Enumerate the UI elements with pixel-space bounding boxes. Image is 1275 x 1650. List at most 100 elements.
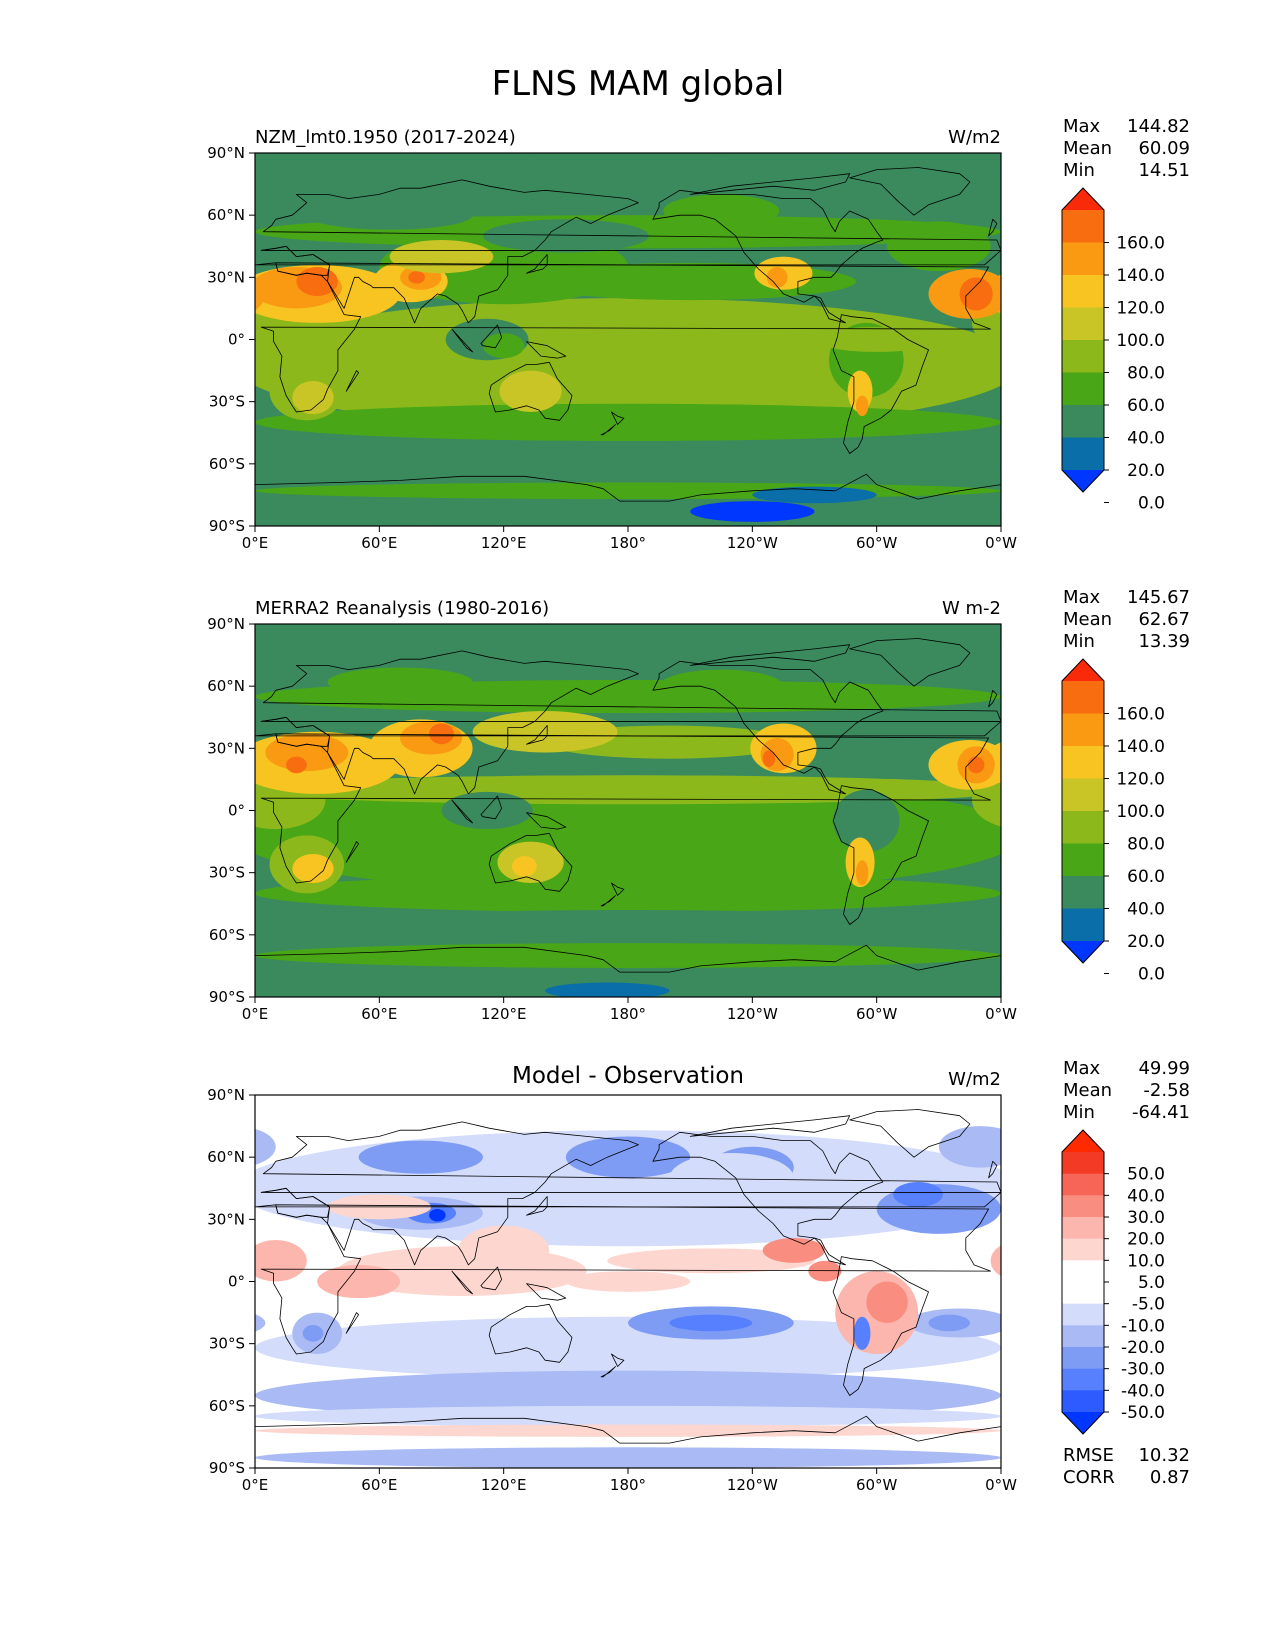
y-tick-label: 90°N — [207, 615, 245, 633]
colorbar-swatch — [1062, 843, 1104, 877]
colorbar-swatch — [1062, 1195, 1104, 1218]
contour-region — [980, 816, 1001, 854]
metric-label: RMSE — [1063, 1445, 1114, 1466]
colorbar-swatch — [1062, 876, 1104, 909]
colorbar: 50.040.030.020.010.05.0-5.0-10.0-20.0-30… — [1061, 1129, 1165, 1435]
x-tick-label: 60°E — [361, 534, 397, 552]
contour-region — [808, 1260, 842, 1282]
contour-region — [255, 1314, 266, 1332]
contour-region — [255, 1316, 1001, 1379]
colorbar-swatch — [1062, 405, 1104, 438]
contour-region — [255, 403, 1001, 442]
contour-region — [766, 266, 788, 288]
y-tick-label: 0° — [228, 802, 245, 820]
figure-title: FLNS MAM global — [492, 64, 785, 104]
contour-region — [967, 756, 985, 774]
contour-region — [669, 1314, 753, 1332]
colorbar-swatch — [1062, 1152, 1104, 1175]
colorbar-tick-label: 140.0 — [1116, 266, 1165, 286]
coastlines — [255, 638, 1001, 997]
colorbar: 160.0 140.0 120.0 100.0 80.0 60.0 40.0 20.0 0.0 — [1061, 658, 1165, 985]
coastline — [988, 689, 998, 708]
contour-region — [255, 153, 1001, 203]
colorbar-tick-label: 40.0 — [1127, 900, 1165, 920]
colorbar-swatch — [1062, 372, 1104, 406]
y-tick-label: 60°S — [209, 926, 245, 944]
colorbar-tick-label: 120.0 — [1116, 770, 1165, 790]
contour-region — [959, 277, 993, 311]
stat-label: Min — [1063, 631, 1095, 652]
colorbar-tick-label: -30.0 — [1121, 1360, 1165, 1380]
contour-region — [255, 298, 1001, 431]
coastline — [526, 254, 548, 274]
contour-region — [255, 943, 1001, 968]
coastline — [849, 638, 971, 687]
contour-region — [389, 240, 494, 274]
colorbar-swatch — [1062, 242, 1104, 276]
contour-region — [255, 1240, 307, 1282]
contour-region — [669, 1153, 794, 1203]
contour-region — [255, 874, 1001, 913]
coastline — [611, 882, 625, 896]
coastline — [260, 733, 991, 884]
contour-region — [286, 756, 307, 774]
x-tick-label: 120°W — [727, 534, 778, 552]
coastline — [600, 1366, 616, 1378]
colorbar-swatch — [1062, 1238, 1104, 1261]
coastline — [526, 1283, 567, 1301]
stat-value: -2.58 — [1143, 1080, 1190, 1101]
x-tick-label: 180° — [610, 1005, 646, 1023]
contour-region — [752, 486, 877, 504]
colorbar-extend-bottom — [1062, 470, 1104, 492]
contour-region — [472, 711, 618, 753]
colorbar-swatch — [1062, 1368, 1104, 1391]
colorbar-swatch — [1062, 1325, 1104, 1348]
contour-region — [690, 501, 815, 522]
contour-region — [296, 266, 338, 296]
stat-label: Mean — [1063, 609, 1112, 630]
y-tick-label: 90°S — [209, 517, 245, 535]
coastline — [255, 944, 1001, 997]
colorbar-tick-label: 40.0 — [1127, 1186, 1165, 1206]
stat-label: Max — [1063, 587, 1101, 608]
colorbar: 160.0 140.0 120.0 100.0 80.0 60.0 40.0 20.0 0.0 — [1061, 187, 1165, 514]
stat-label: Min — [1063, 1102, 1095, 1123]
contour-region — [482, 219, 649, 253]
coastline — [652, 660, 884, 795]
colorbar-extend-top — [1062, 188, 1104, 210]
x-tick-label: 0°W — [985, 534, 1017, 552]
units-label: W/m2 — [948, 1069, 1001, 1090]
stat-value: 14.51 — [1138, 160, 1190, 181]
coastline — [488, 361, 573, 421]
contour-region — [441, 791, 533, 830]
colorbar-swatch — [1062, 908, 1104, 942]
x-tick-label: 180° — [610, 1476, 646, 1494]
colorbar-tick-label: 120.0 — [1116, 299, 1165, 319]
colorbar-tick-label: 60.0 — [1127, 867, 1165, 887]
y-tick-label: 30°N — [207, 739, 245, 757]
stat-value: 49.99 — [1138, 1058, 1190, 1079]
stat-label: Max — [1063, 1058, 1101, 1079]
coastline — [480, 324, 503, 349]
contour-region — [255, 909, 1001, 952]
y-tick-label: 0° — [228, 331, 245, 349]
contour-region — [659, 669, 784, 703]
contour-region — [327, 667, 473, 697]
stat-value: 144.82 — [1127, 116, 1190, 137]
stat-value: 13.39 — [1138, 631, 1190, 652]
contour-region — [255, 748, 266, 782]
colorbar-tick-label: -5.0 — [1132, 1295, 1165, 1315]
colorbar-swatch — [1062, 713, 1104, 747]
colorbar-swatch — [1062, 746, 1104, 779]
stat-value: 60.09 — [1138, 138, 1190, 159]
contour-region — [833, 789, 900, 852]
y-tick-label: 90°N — [207, 144, 245, 162]
contour-region — [255, 494, 1001, 526]
coastline — [611, 1353, 625, 1367]
metric-label: CORR — [1063, 1467, 1115, 1488]
coastline — [526, 1196, 548, 1216]
coastline — [611, 411, 625, 425]
contour-region — [255, 482, 1001, 500]
colorbar-swatch — [1062, 778, 1104, 812]
contour-region — [358, 1140, 483, 1174]
